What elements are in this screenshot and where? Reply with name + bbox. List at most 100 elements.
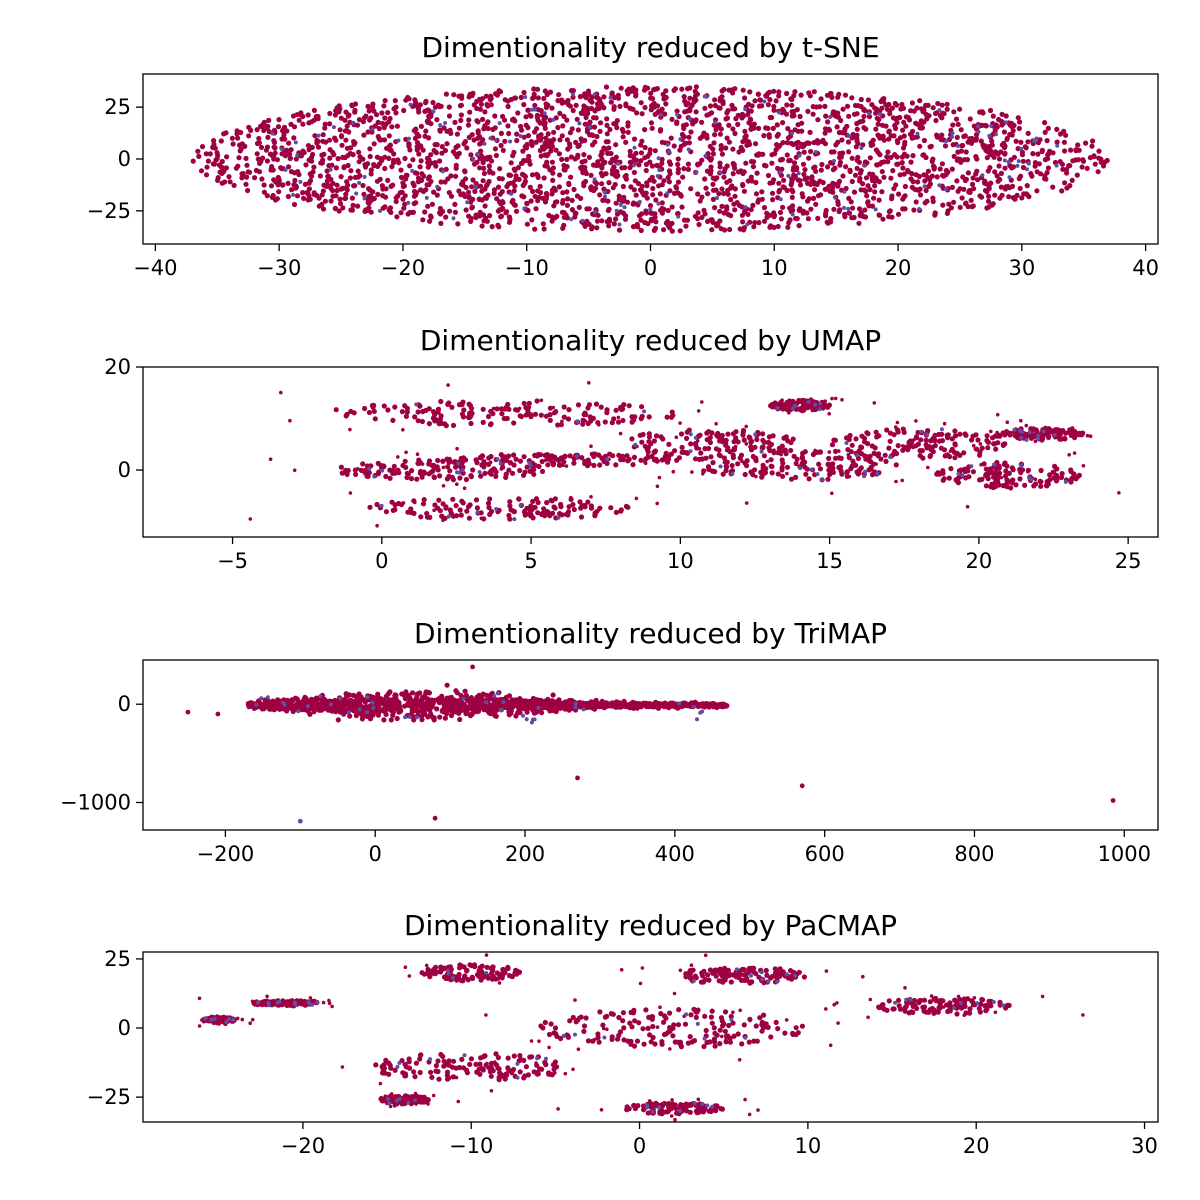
data-point bbox=[744, 501, 749, 505]
data-point bbox=[620, 417, 626, 424]
data-point bbox=[971, 443, 976, 448]
data-point bbox=[467, 109, 473, 115]
x-tick-label: −30 bbox=[257, 256, 301, 280]
data-point bbox=[750, 164, 757, 170]
data-point bbox=[594, 105, 600, 112]
data-point bbox=[478, 101, 484, 107]
data-point bbox=[701, 472, 705, 476]
data-point bbox=[681, 166, 687, 172]
data-point bbox=[539, 511, 545, 517]
data-point bbox=[1019, 463, 1024, 468]
data-point bbox=[304, 190, 310, 196]
data-point bbox=[368, 171, 374, 177]
data-point bbox=[984, 205, 990, 211]
data-point bbox=[633, 93, 639, 99]
data-point bbox=[571, 460, 577, 466]
data-point bbox=[905, 447, 911, 453]
data-point bbox=[301, 195, 307, 201]
data-point bbox=[327, 155, 333, 161]
data-point bbox=[285, 193, 291, 200]
data-point bbox=[745, 178, 751, 184]
data-point bbox=[214, 150, 220, 156]
data-point bbox=[765, 125, 771, 131]
data-point bbox=[552, 187, 558, 193]
data-point bbox=[927, 144, 933, 150]
data-point bbox=[494, 406, 500, 412]
data-point bbox=[921, 152, 927, 158]
data-point bbox=[465, 189, 472, 195]
data-point bbox=[1013, 138, 1019, 144]
data-point bbox=[832, 195, 837, 200]
data-point bbox=[878, 456, 884, 462]
data-point bbox=[815, 472, 820, 477]
data-point bbox=[779, 452, 783, 457]
data-point bbox=[911, 445, 915, 450]
data-point bbox=[314, 140, 320, 146]
data-point bbox=[573, 139, 579, 145]
data-point bbox=[288, 147, 294, 153]
data-point bbox=[732, 207, 738, 213]
data-point bbox=[831, 149, 837, 155]
data-point bbox=[583, 419, 587, 423]
data-point bbox=[741, 227, 747, 233]
data-point bbox=[381, 403, 387, 409]
data-point bbox=[994, 173, 1000, 179]
data-point bbox=[694, 170, 699, 175]
data-point bbox=[571, 506, 577, 513]
data-point bbox=[521, 89, 527, 96]
data-point bbox=[800, 161, 807, 167]
data-point bbox=[872, 445, 878, 451]
data-point bbox=[357, 180, 362, 185]
data-point bbox=[643, 461, 648, 466]
data-point bbox=[599, 181, 605, 187]
data-point bbox=[760, 468, 765, 473]
data-point bbox=[473, 457, 479, 463]
data-point bbox=[659, 156, 665, 162]
data-point bbox=[594, 133, 600, 140]
data-point bbox=[543, 135, 549, 141]
data-point bbox=[895, 211, 902, 217]
data-point bbox=[390, 182, 396, 188]
data-point bbox=[928, 447, 934, 453]
data-point bbox=[699, 456, 706, 462]
data-point bbox=[279, 147, 284, 152]
data-point bbox=[901, 133, 907, 139]
data-point bbox=[962, 201, 969, 207]
data-point bbox=[580, 421, 586, 427]
data-point bbox=[707, 439, 714, 446]
data-point bbox=[683, 223, 689, 229]
data-point bbox=[724, 459, 730, 465]
data-point bbox=[629, 436, 635, 442]
data-point bbox=[410, 157, 416, 163]
data-point bbox=[578, 195, 584, 201]
data-point bbox=[808, 148, 814, 155]
data-point bbox=[593, 115, 599, 121]
data-point bbox=[548, 497, 554, 503]
data-point bbox=[316, 195, 322, 201]
data-point bbox=[880, 216, 886, 222]
data-point bbox=[632, 145, 637, 150]
data-point bbox=[774, 122, 780, 128]
data-point bbox=[205, 158, 211, 164]
data-point bbox=[794, 165, 800, 171]
data-point bbox=[678, 431, 685, 437]
data-point bbox=[1019, 418, 1023, 423]
data-point bbox=[651, 227, 657, 233]
data-point bbox=[371, 402, 377, 408]
data-point bbox=[759, 196, 765, 202]
data-point bbox=[945, 435, 951, 441]
data-point bbox=[796, 207, 802, 213]
data-point bbox=[480, 406, 486, 412]
data-point bbox=[780, 473, 786, 479]
data-point bbox=[693, 109, 699, 115]
data-point bbox=[503, 457, 509, 463]
data-point bbox=[536, 194, 542, 200]
data-point bbox=[1071, 471, 1077, 477]
data-point bbox=[564, 464, 569, 468]
data-point bbox=[564, 215, 570, 221]
x-tick-label: 10 bbox=[667, 549, 694, 573]
data-point bbox=[775, 165, 781, 171]
data-point bbox=[407, 695, 413, 701]
data-point bbox=[535, 510, 541, 516]
data-point bbox=[798, 407, 804, 413]
